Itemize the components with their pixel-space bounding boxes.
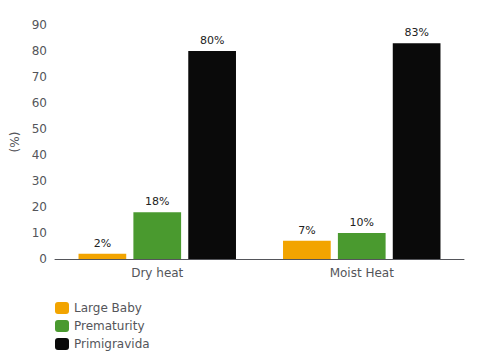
svg-text:83%: 83% bbox=[404, 26, 428, 39]
svg-text:10%: 10% bbox=[350, 216, 374, 229]
svg-text:20: 20 bbox=[32, 200, 47, 214]
svg-text:90: 90 bbox=[32, 18, 47, 32]
svg-text:Large Baby: Large Baby bbox=[74, 301, 142, 315]
svg-text:Moist Heat: Moist Heat bbox=[330, 266, 395, 280]
svg-text:Prematurity: Prematurity bbox=[74, 319, 145, 333]
svg-text:30: 30 bbox=[32, 174, 47, 188]
svg-text:(%): (%) bbox=[8, 132, 22, 153]
svg-text:50: 50 bbox=[32, 122, 47, 136]
svg-text:80: 80 bbox=[32, 44, 47, 58]
svg-text:Dry heat: Dry heat bbox=[131, 266, 183, 280]
svg-text:80%: 80% bbox=[200, 34, 224, 47]
svg-text:60: 60 bbox=[32, 96, 47, 110]
svg-text:40: 40 bbox=[32, 148, 47, 162]
svg-text:2%: 2% bbox=[94, 237, 111, 250]
svg-text:7%: 7% bbox=[298, 224, 315, 237]
svg-text:10: 10 bbox=[32, 226, 47, 240]
svg-text:Primigravida: Primigravida bbox=[74, 337, 150, 351]
svg-text:18%: 18% bbox=[145, 195, 169, 208]
svg-text:70: 70 bbox=[32, 70, 47, 84]
svg-text:0: 0 bbox=[39, 252, 47, 266]
